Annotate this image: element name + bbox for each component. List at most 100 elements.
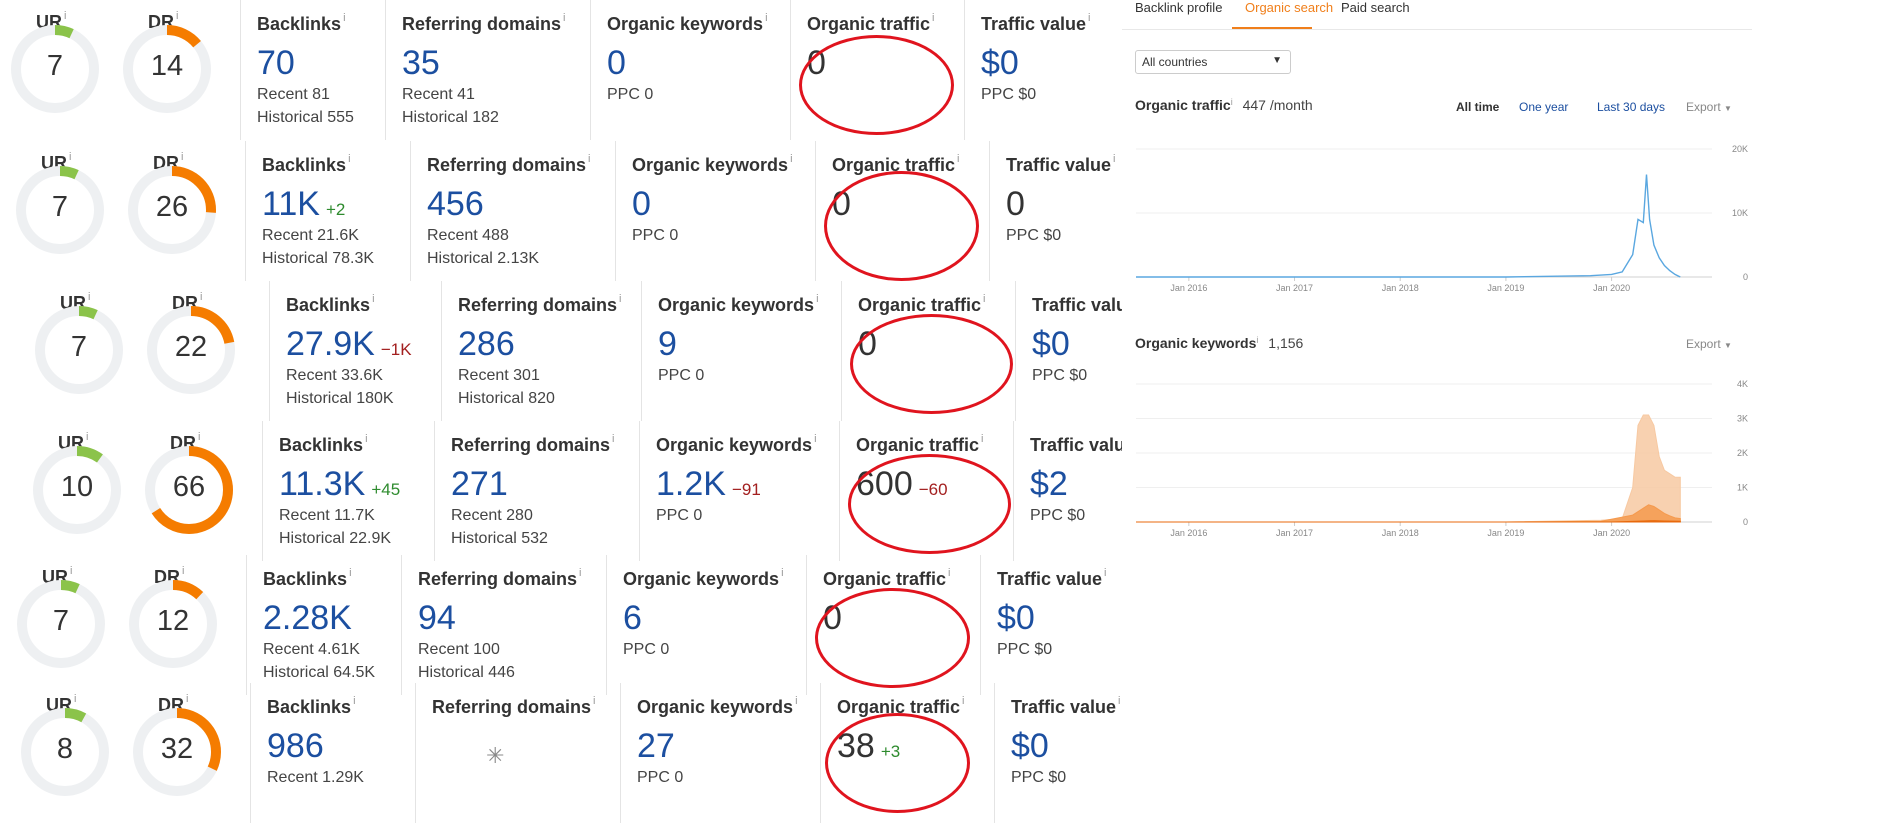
info-icon[interactable]: i bbox=[962, 695, 965, 707]
info-icon[interactable]: i bbox=[948, 567, 951, 579]
metric-value[interactable]: 94 bbox=[418, 599, 456, 638]
info-icon[interactable]: i bbox=[814, 433, 817, 445]
info-icon[interactable]: i bbox=[349, 567, 352, 579]
info-icon[interactable]: i bbox=[932, 12, 935, 24]
metric-title: Backlinks i bbox=[257, 12, 346, 35]
ur-fill bbox=[21, 708, 109, 796]
metric-value[interactable]: 9 bbox=[658, 325, 677, 364]
metric-value[interactable]: 35 bbox=[402, 44, 440, 83]
info-icon[interactable]: i bbox=[64, 10, 67, 22]
metric-value[interactable]: 11K +2 bbox=[262, 185, 345, 224]
info-icon[interactable]: i bbox=[579, 567, 582, 579]
info-icon[interactable]: i bbox=[1118, 695, 1121, 707]
info-icon[interactable]: i bbox=[957, 153, 960, 165]
info-icon[interactable]: i bbox=[181, 151, 184, 163]
metric-title: Organic traffic i bbox=[837, 695, 965, 718]
recent-count: Recent 1.29K bbox=[267, 769, 364, 786]
info-icon[interactable]: i bbox=[86, 431, 89, 443]
metric-title-text: Backlinks bbox=[286, 295, 371, 315]
range-all-time[interactable]: All time bbox=[1456, 100, 1500, 114]
metric-value[interactable]: 271 bbox=[451, 465, 508, 504]
metric-title: Referring domains i bbox=[458, 293, 622, 316]
site-row: UR i 7 DR i 26 Backlinks i 11K +2 Recent 21.6K Hist… bbox=[5, 141, 1139, 281]
metric-value[interactable]: 27.9K −1K bbox=[286, 325, 412, 364]
info-icon[interactable]: i bbox=[69, 151, 72, 163]
metric-value[interactable]: 6 bbox=[623, 599, 642, 638]
metric-value[interactable]: 2.28K bbox=[263, 599, 352, 638]
metric-value[interactable]: 0 bbox=[607, 44, 626, 83]
ppc-value: PPC $0 bbox=[1006, 227, 1062, 244]
organic-traffic-cell: Organic traffic i 0 bbox=[806, 555, 980, 695]
info-icon[interactable]: i bbox=[353, 695, 356, 707]
metric-value[interactable]: 70 bbox=[257, 44, 295, 83]
info-icon[interactable]: i bbox=[198, 431, 201, 443]
metric-value[interactable]: 1.2K −91 bbox=[656, 465, 761, 504]
info-icon[interactable]: i bbox=[816, 293, 819, 305]
info-icon[interactable]: i bbox=[348, 153, 351, 165]
historical-count: Historical 180K bbox=[286, 390, 394, 407]
ppc-value: PPC 0 bbox=[637, 769, 684, 786]
line-series-0 bbox=[1136, 174, 1681, 278]
info-icon[interactable]: i bbox=[1113, 153, 1116, 165]
metric-value[interactable]: 456 bbox=[427, 185, 484, 224]
organic-traffic-chart: 20K 10K 0 Jan 2016 Jan 2017 Jan 2018 Jan 2019 J… bbox=[1136, 144, 1748, 293]
metric-title-text: Organic keywords bbox=[658, 295, 815, 315]
recent-count: Recent 301 bbox=[458, 367, 540, 384]
metric-value[interactable]: 27 bbox=[637, 727, 675, 766]
referring-domains-cell: Referring domains i ✳ bbox=[415, 683, 620, 823]
range-last-30-days[interactable]: Last 30 days bbox=[1597, 100, 1666, 114]
info-icon[interactable]: i bbox=[70, 565, 73, 577]
country-select[interactable]: All countries ▼ bbox=[1135, 50, 1291, 74]
info-icon[interactable]: i bbox=[372, 293, 375, 305]
info-icon[interactable]: i bbox=[176, 10, 179, 22]
x-tick-label: Jan 2019 bbox=[1487, 528, 1524, 538]
info-icon[interactable]: i bbox=[612, 433, 615, 445]
metric-value[interactable]: $0 bbox=[1032, 325, 1070, 364]
metric-value[interactable]: 11.3K +45 bbox=[279, 465, 400, 504]
info-icon[interactable]: i bbox=[619, 293, 622, 305]
info-icon[interactable]: i bbox=[1088, 12, 1091, 24]
metric-value[interactable]: 986 bbox=[267, 727, 324, 766]
info-icon[interactable]: i bbox=[365, 433, 368, 445]
metric-value-text: 35 bbox=[402, 44, 440, 82]
info-icon[interactable]: i bbox=[981, 433, 984, 445]
metric-value[interactable]: $2 bbox=[1030, 465, 1068, 504]
ur-value: 7 bbox=[52, 605, 70, 637]
tab-organic-search[interactable]: Organic search bbox=[1245, 0, 1334, 15]
metric-value[interactable]: $0 bbox=[997, 599, 1035, 638]
info-icon[interactable]: i bbox=[343, 12, 346, 24]
info-icon[interactable]: i bbox=[200, 291, 203, 303]
metric-title: Referring domains i bbox=[418, 567, 582, 590]
info-icon[interactable]: i bbox=[563, 12, 566, 24]
info-icon[interactable]: i bbox=[790, 153, 793, 165]
info-icon[interactable]: i bbox=[182, 565, 185, 577]
info-icon[interactable]: i bbox=[186, 693, 189, 705]
range-one-year[interactable]: One year bbox=[1519, 100, 1569, 114]
tab-backlink-profile[interactable]: Backlink profile bbox=[1135, 0, 1223, 15]
metric-value[interactable]: $0 bbox=[1011, 727, 1049, 766]
country-select-value: All countries bbox=[1142, 55, 1208, 69]
info-icon[interactable]: i bbox=[1256, 335, 1259, 345]
info-icon[interactable]: i bbox=[781, 567, 784, 579]
metric-title: Backlinks i bbox=[279, 433, 368, 456]
info-icon[interactable]: i bbox=[1104, 567, 1107, 579]
info-icon[interactable]: i bbox=[765, 12, 768, 24]
metric-value-text: $2 bbox=[1030, 465, 1068, 503]
metric-value[interactable]: 286 bbox=[458, 325, 515, 364]
metric-value[interactable]: $0 bbox=[981, 44, 1019, 83]
info-icon[interactable]: i bbox=[593, 695, 596, 707]
info-icon[interactable]: i bbox=[1230, 97, 1233, 107]
export-button-traffic[interactable]: Export ▼ bbox=[1686, 100, 1732, 114]
export-button-keywords[interactable]: Export ▼ bbox=[1686, 337, 1732, 351]
info-icon[interactable]: i bbox=[588, 153, 591, 165]
info-icon[interactable]: i bbox=[74, 693, 77, 705]
info-icon[interactable]: i bbox=[795, 695, 798, 707]
info-icon[interactable]: i bbox=[88, 291, 91, 303]
tab-paid-search[interactable]: Paid search bbox=[1341, 0, 1410, 15]
info-icon[interactable]: i bbox=[983, 293, 986, 305]
metric-value[interactable]: 0 bbox=[632, 185, 651, 224]
metric-title-text: Referring domains bbox=[432, 697, 592, 717]
